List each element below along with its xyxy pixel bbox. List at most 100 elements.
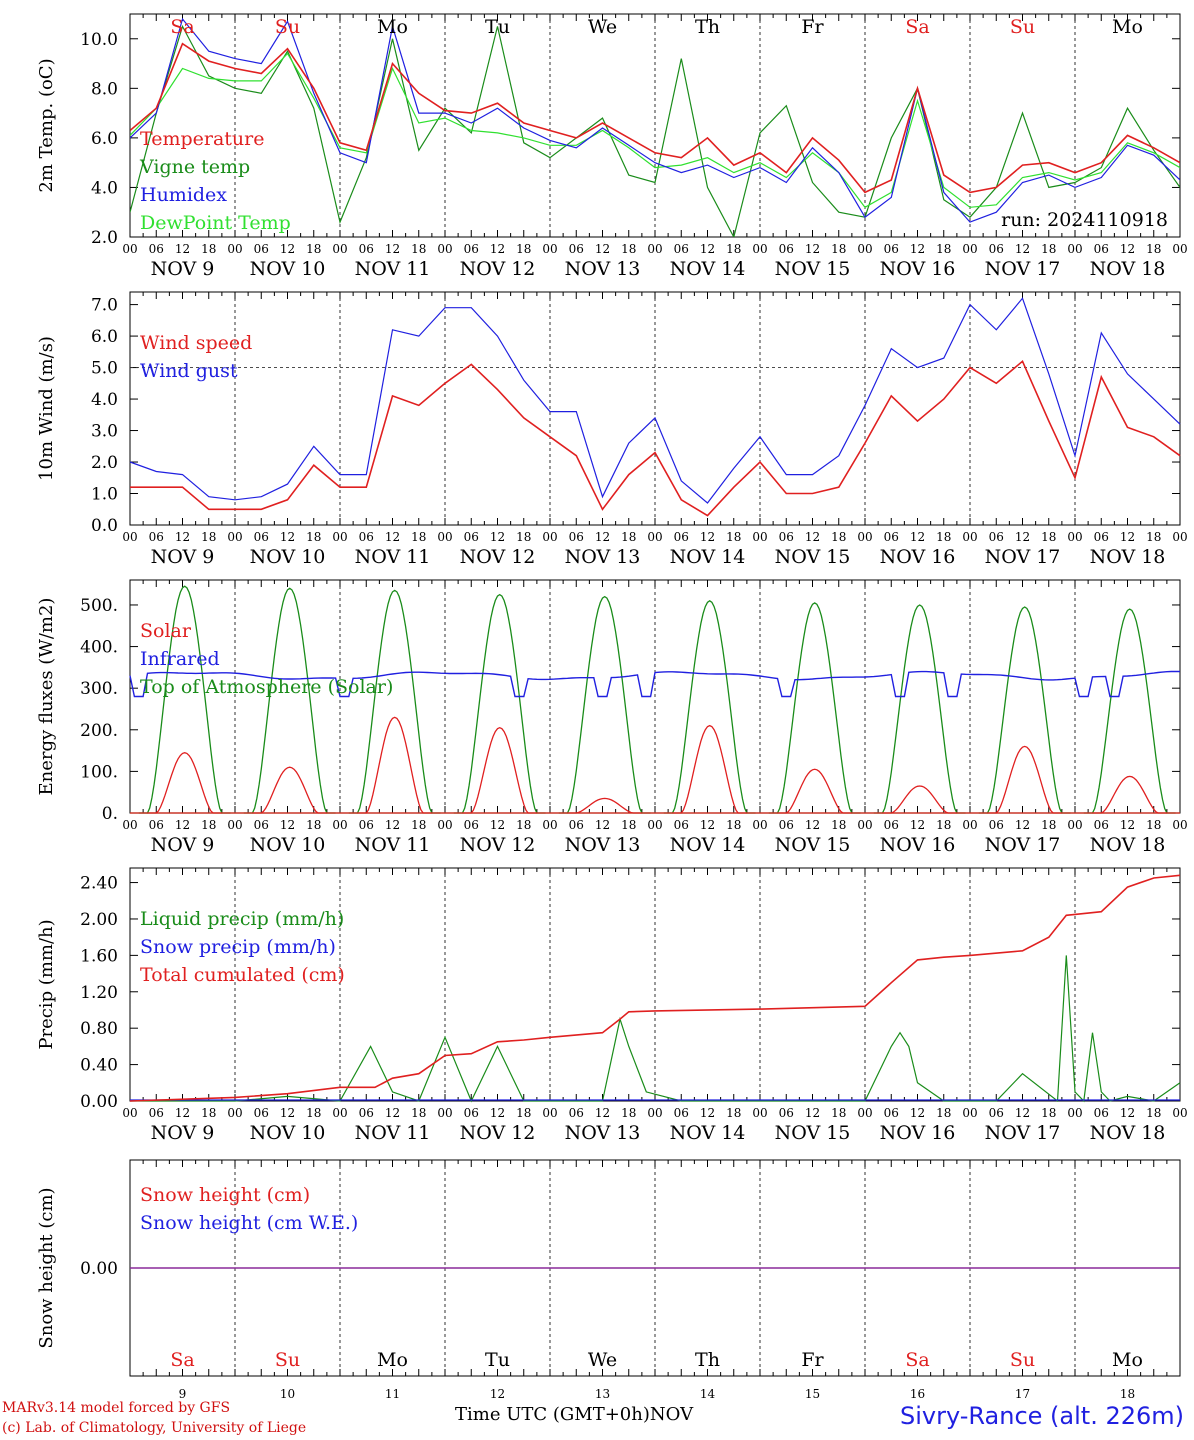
weekday-label: Mo (1112, 16, 1143, 38)
hour-tick-label: 12 (805, 530, 820, 544)
hour-tick-label: 06 (674, 242, 689, 256)
hour-tick-label: 06 (779, 242, 794, 256)
hour-tick-label: 00 (1172, 242, 1187, 256)
hour-tick-label: 18 (726, 1106, 741, 1120)
hour-tick-label: 00 (227, 530, 242, 544)
hour-tick-label: 12 (280, 1106, 295, 1120)
y-tick-label: 6.0 (91, 129, 118, 149)
day-number-label: 13 (595, 1387, 610, 1401)
hour-tick-label: 18 (516, 1106, 531, 1120)
date-label: NOV 14 (670, 1122, 746, 1144)
date-label: NOV 14 (670, 258, 746, 280)
hour-tick-label: 06 (779, 818, 794, 832)
y-axis-label: 10m Wind (m/s) (36, 336, 57, 481)
weekday-label: Mo (377, 16, 408, 38)
day-number-label: 11 (385, 1387, 400, 1401)
series-line-infrared (129, 670, 1181, 698)
weekday-label: Su (1010, 16, 1035, 38)
weekday-label: Fr (801, 16, 824, 38)
hour-tick-label: 00 (1172, 530, 1187, 544)
hour-tick-label: 00 (1067, 242, 1082, 256)
y-axis: 0.00 Snow height (cm) (36, 1187, 1180, 1349)
series-line-total-cumulated (129, 874, 1181, 1102)
hour-tick-label: 12 (910, 242, 925, 256)
weekday-label: Su (1010, 1349, 1035, 1371)
legend: Temperature Vigne temp Humidex DewPoint Tem… (139, 128, 291, 234)
hour-tick-label: 00 (962, 1106, 977, 1120)
weekday-label: Sa (905, 16, 929, 38)
y-tick-label: 1.60 (80, 946, 118, 966)
y-tick-label: 200. (80, 721, 118, 741)
hour-tick-label: 12 (910, 818, 925, 832)
hour-tick-label: 00 (647, 242, 662, 256)
date-label: NOV 13 (565, 546, 641, 568)
hour-tick-label: 12 (805, 242, 820, 256)
date-label: NOV 14 (670, 834, 746, 856)
hour-tick-label: 18 (516, 530, 531, 544)
legend: Solar Infrared Top of Atmosphere (Solar) (140, 620, 393, 698)
date-label: NOV 16 (880, 1122, 956, 1144)
day-number-label: 10 (280, 1387, 295, 1401)
y-tick-label: 100. (80, 762, 118, 782)
date-label: NOV 16 (880, 546, 956, 568)
legend-entry: Infrared (140, 648, 220, 670)
hour-tick-label: 06 (254, 1106, 269, 1120)
hour-tick-label: 12 (595, 530, 610, 544)
hour-tick-label: 12 (490, 242, 505, 256)
hour-tick-label: 00 (1067, 530, 1082, 544)
hour-tick-label: 00 (647, 530, 662, 544)
panel-4 (129, 867, 1181, 1102)
hour-tick-label: 06 (149, 818, 164, 832)
time-axis-title: Time UTC (GMT+0h)NOV (455, 1404, 693, 1425)
series-line-top-of-atmosphere (138, 585, 1176, 814)
legend-entry: Snow height (cm) (140, 1184, 310, 1206)
hour-tick-label: 00 (752, 242, 767, 256)
hour-tick-label: 18 (936, 530, 951, 544)
hour-tick-label: 00 (752, 530, 767, 544)
date-label: NOV 17 (985, 1122, 1061, 1144)
hour-tick-label: 18 (1041, 818, 1056, 832)
hour-tick-label: 18 (1041, 1106, 1056, 1120)
legend-entry: Liquid precip (mm/h) (140, 908, 344, 930)
series-line-solar (147, 716, 1167, 814)
legend-entry: Wind gust (140, 360, 238, 382)
y-tick-label: 1.20 (80, 983, 118, 1003)
hour-tick-label: 00 (857, 242, 872, 256)
hour-tick-label: 00 (542, 1106, 557, 1120)
hour-tick-label: 06 (989, 530, 1004, 544)
hour-tick-label: 12 (175, 818, 190, 832)
y-axis: 0. 100. 200. 300. 400. 500. Energy fluxes (W/m… (36, 596, 1180, 824)
hour-tick-label: 06 (884, 242, 899, 256)
hour-tick-label: 00 (332, 818, 347, 832)
weekday-label: We (588, 16, 617, 38)
hour-tick-label: 06 (359, 242, 374, 256)
hour-tick-label: 00 (1172, 1106, 1187, 1120)
lab-credit: (c) Lab. of Climatology, University of L… (2, 1420, 307, 1436)
legend: Wind speed Wind gust (140, 332, 252, 382)
hour-tick-label: 00 (227, 242, 242, 256)
hour-axis: 00 06 12 18 00 06 12 18 00 06 12 18 00 06 12 18 00 06 12 18… (122, 818, 1187, 856)
hour-tick-label: 12 (175, 1106, 190, 1120)
time-axis-label: Time UTC (GMT+0h) (455, 1404, 650, 1425)
weekday-label: Sa (905, 1349, 929, 1371)
hour-tick-label: 06 (674, 530, 689, 544)
date-label: NOV 13 (565, 1122, 641, 1144)
hour-tick-label: 12 (1015, 530, 1030, 544)
weekday-label: We (588, 1349, 617, 1371)
panel-frame (129, 13, 1181, 238)
y-tick-label: 300. (80, 679, 118, 699)
date-label: NOV 12 (460, 258, 536, 280)
series-line-temperature (130, 42, 1180, 194)
y-tick-label: 6.0 (91, 327, 118, 347)
hour-tick-label: 12 (700, 242, 715, 256)
hour-tick-label: 06 (254, 818, 269, 832)
date-label: NOV 14 (670, 546, 746, 568)
date-label: NOV 12 (460, 1122, 536, 1144)
hour-tick-label: 00 (122, 818, 137, 832)
day-number-label: 15 (805, 1387, 820, 1401)
legend-entry: Wind speed (140, 332, 252, 354)
hour-tick-label: 00 (1172, 818, 1187, 832)
hour-tick-label: 18 (936, 242, 951, 256)
hour-tick-label: 06 (884, 530, 899, 544)
